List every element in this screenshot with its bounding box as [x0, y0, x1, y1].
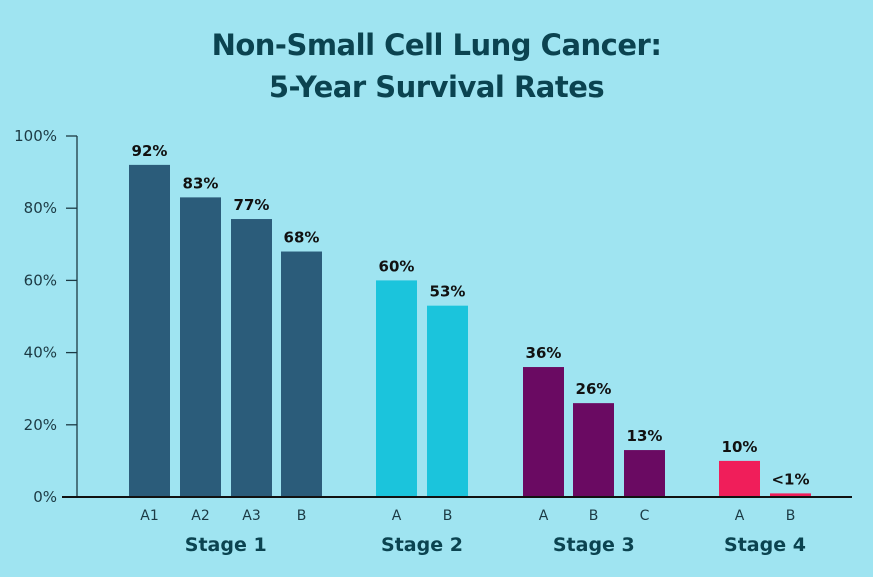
title-line-2: 5-Year Survival Rates	[268, 70, 605, 104]
x-category-label: B	[589, 508, 599, 524]
x-category-label: A1	[140, 508, 158, 524]
x-category-label: C	[640, 508, 650, 524]
group-label: Stage 3	[553, 534, 635, 556]
data-label: 77%	[234, 196, 270, 214]
group-label: Stage 2	[381, 534, 463, 556]
x-category-label: A2	[191, 508, 209, 524]
data-label: 10%	[722, 438, 758, 456]
bar-stage-3-c	[624, 450, 665, 497]
bar-stage-2-b	[427, 305, 468, 497]
group-label: Stage 1	[185, 534, 267, 556]
bar-stage-3-b	[573, 403, 614, 497]
data-label: 13%	[627, 427, 663, 445]
y-tick-label: 40%	[24, 344, 57, 362]
bar-stage-4-a	[719, 460, 760, 497]
bar-stage-3-a	[523, 367, 564, 497]
bar-stage-1-a2	[180, 197, 221, 497]
group-label: Stage 4	[724, 534, 806, 556]
y-tick-label: 100%	[14, 127, 57, 145]
bar-stage-1-b	[281, 251, 322, 497]
x-category-label: A	[539, 508, 549, 524]
chart-title: Non-Small Cell Lung Cancer: 5-Year Survi…	[0, 24, 873, 108]
x-category-label: B	[297, 508, 307, 524]
data-label: 53%	[430, 283, 466, 301]
bar-stage-2-a	[376, 280, 417, 497]
data-label: <1%	[771, 470, 809, 488]
data-label: 26%	[576, 380, 612, 398]
data-label: 92%	[132, 142, 168, 160]
x-category-label: A	[735, 508, 745, 524]
y-tick-label: 20%	[24, 416, 57, 434]
data-label: 83%	[183, 174, 219, 192]
y-tick-label: 0%	[33, 488, 57, 506]
x-category-label: B	[786, 508, 796, 524]
bar-stage-1-a1	[129, 164, 170, 497]
x-category-label: B	[443, 508, 453, 524]
data-label: 68%	[284, 229, 320, 247]
bar-stage-4-b	[770, 493, 811, 497]
y-tick-label: 60%	[24, 271, 57, 289]
data-label: 36%	[526, 344, 562, 362]
x-category-label: A	[392, 508, 402, 524]
title-line-1: Non-Small Cell Lung Cancer:	[211, 28, 662, 62]
x-category-label: A3	[242, 508, 260, 524]
data-label: 60%	[379, 257, 415, 275]
y-tick-label: 80%	[24, 199, 57, 217]
bar-stage-1-a3	[231, 219, 272, 497]
